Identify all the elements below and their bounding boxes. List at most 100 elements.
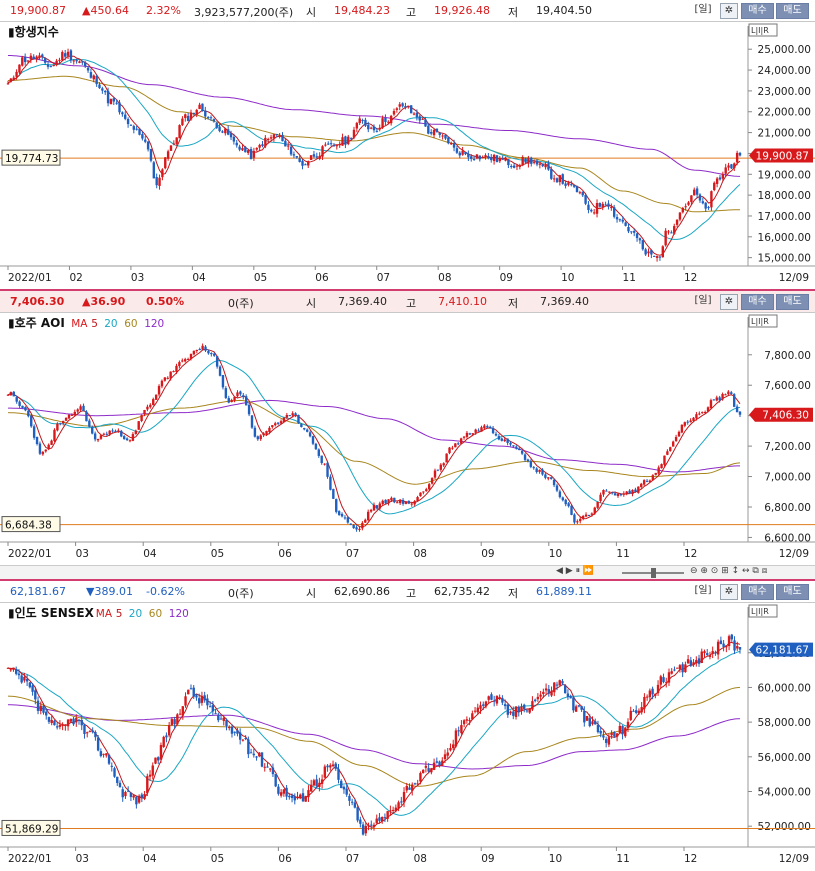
candle-body bbox=[112, 98, 115, 102]
sell-button[interactable]: 매도 bbox=[776, 3, 809, 19]
candle-body bbox=[730, 164, 733, 169]
candle-body bbox=[432, 129, 436, 136]
candle-body bbox=[236, 392, 239, 397]
candle-body bbox=[570, 505, 573, 515]
candle-body bbox=[258, 144, 261, 148]
candle-body bbox=[381, 500, 384, 505]
candlestick-chart[interactable]: ▮항생지수 25,000.00 24,000.00 23,000.00 22,000.0… bbox=[0, 22, 815, 290]
candle-body bbox=[83, 724, 86, 734]
chart-area[interactable]: ▮인도 SENSEXMA5206012062,000.0060,000.0058… bbox=[0, 603, 815, 871]
candle-body bbox=[378, 817, 381, 821]
candle-body bbox=[587, 204, 590, 210]
candle-body bbox=[321, 146, 324, 157]
candle-body bbox=[538, 163, 542, 165]
candle-body bbox=[673, 226, 676, 234]
candle-body bbox=[155, 177, 158, 186]
candle-body bbox=[733, 163, 736, 169]
candle-body bbox=[615, 217, 619, 220]
buy-button[interactable]: 매수 bbox=[741, 294, 774, 310]
candle-body bbox=[12, 391, 16, 397]
candle-body bbox=[727, 391, 730, 395]
candle-body bbox=[591, 721, 594, 725]
candle-body bbox=[217, 714, 220, 721]
candle-body bbox=[390, 497, 393, 501]
candle-body bbox=[249, 149, 253, 160]
candle-body bbox=[563, 685, 567, 694]
candle-body bbox=[407, 500, 411, 504]
candle-body bbox=[523, 704, 526, 710]
candle-body bbox=[735, 406, 739, 413]
candle-body bbox=[138, 128, 141, 135]
candle-body bbox=[704, 202, 707, 209]
settings-gear-icon[interactable]: ✲ bbox=[720, 3, 738, 19]
panel-divider[interactable] bbox=[0, 289, 815, 291]
candle-body bbox=[550, 169, 553, 179]
log-scale-label: L|I|R bbox=[751, 607, 769, 616]
settings-gear-icon[interactable]: ✲ bbox=[720, 294, 738, 310]
period-button[interactable]: [일] bbox=[694, 585, 712, 596]
candle-body bbox=[427, 125, 430, 134]
candle-body bbox=[615, 733, 619, 737]
sell-button[interactable]: 매도 bbox=[776, 584, 809, 600]
candle-body bbox=[552, 479, 556, 486]
candle-body bbox=[172, 371, 175, 373]
candle-body bbox=[544, 164, 547, 168]
candle-body bbox=[146, 406, 149, 410]
x-tick-label: 2022/01 bbox=[8, 548, 52, 560]
panel-divider[interactable] bbox=[0, 579, 815, 581]
sell-button[interactable]: 매도 bbox=[776, 294, 809, 310]
candle-body bbox=[730, 634, 734, 640]
zoom-tools-icons[interactable]: ⊖ ⊕ ⊙ ⊞ ↕ ↔ ⧉ ⧈ bbox=[690, 566, 768, 576]
candle-body bbox=[660, 464, 663, 469]
candle-body bbox=[395, 108, 399, 110]
candle-body bbox=[343, 517, 347, 519]
candle-body bbox=[601, 203, 604, 208]
candle-body bbox=[439, 464, 443, 470]
candle-body bbox=[9, 392, 13, 396]
candle-body bbox=[693, 189, 696, 196]
y-tick-label: 22,000.00 bbox=[758, 107, 811, 119]
period-button[interactable]: [일] bbox=[694, 4, 712, 15]
candle-body bbox=[312, 154, 316, 157]
candle-body bbox=[476, 707, 479, 713]
candle-body bbox=[165, 735, 168, 738]
reference-label-box bbox=[1, 149, 61, 166]
candle-body bbox=[66, 719, 70, 727]
ma60-line bbox=[7, 399, 741, 485]
candle-body bbox=[686, 659, 690, 664]
candlestick-chart[interactable]: ▮인도 SENSEXMA5206012062,000.0060,000.0058… bbox=[0, 603, 815, 871]
log-scale-toggle bbox=[748, 604, 778, 618]
candle-body bbox=[574, 706, 578, 712]
candle-body bbox=[515, 446, 518, 449]
candle-body bbox=[719, 640, 723, 645]
candle-body bbox=[695, 660, 698, 664]
zoom-slider-handle[interactable] bbox=[651, 568, 656, 578]
x-tick-label: 10 bbox=[549, 548, 562, 560]
buy-button[interactable]: 매수 bbox=[741, 584, 774, 600]
candle-body bbox=[32, 56, 35, 60]
chart-area[interactable]: ▮호주 AOIMA520601207,800.007,600.007,400.0… bbox=[0, 313, 815, 566]
x-tick-label: 09 bbox=[481, 548, 494, 560]
candlestick-chart[interactable]: ▮호주 AOIMA520601207,800.007,600.007,400.0… bbox=[0, 313, 815, 566]
candle-body bbox=[192, 112, 196, 115]
period-button[interactable]: [일] bbox=[694, 295, 712, 306]
scroll-nav-buttons[interactable]: ◀ ▶ ⏸ ⏩ bbox=[556, 566, 595, 576]
candle-body bbox=[435, 128, 439, 132]
x-tick-label: 08 bbox=[414, 548, 427, 560]
candle-body bbox=[141, 134, 144, 139]
candle-body bbox=[572, 185, 576, 187]
settings-gear-icon[interactable]: ✲ bbox=[720, 584, 738, 600]
candle-body bbox=[553, 682, 556, 693]
candle-body bbox=[239, 391, 242, 395]
candle-body bbox=[169, 145, 173, 151]
candle-body bbox=[592, 212, 596, 214]
candle-body bbox=[244, 146, 247, 153]
buy-button[interactable]: 매수 bbox=[741, 3, 774, 19]
candle-body bbox=[443, 754, 447, 760]
candle-body bbox=[498, 158, 502, 162]
candle-body bbox=[20, 675, 23, 683]
candle-body bbox=[18, 401, 21, 407]
candle-body bbox=[230, 400, 233, 403]
chart-area[interactable]: ▮항생지수 25,000.00 24,000.00 23,000.00 22,000.0… bbox=[0, 22, 815, 290]
candle-body bbox=[67, 414, 71, 419]
